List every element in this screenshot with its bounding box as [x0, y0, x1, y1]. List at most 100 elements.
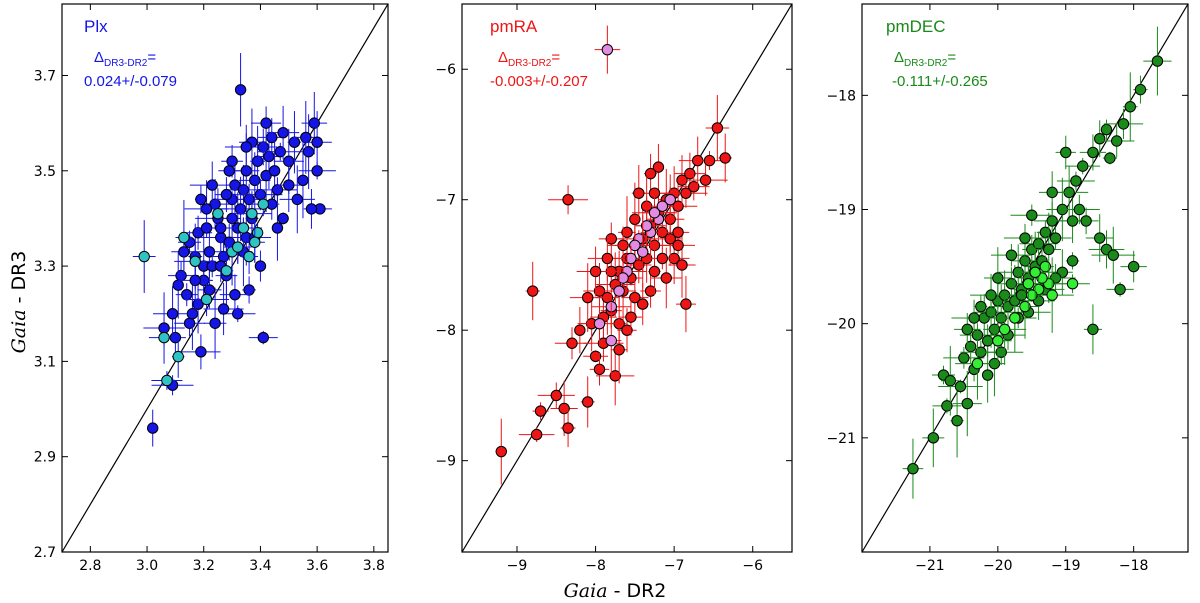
data-point [1080, 215, 1092, 227]
y-tick-label: −21 [826, 431, 856, 447]
data-point [243, 284, 255, 296]
panel-delta-value: 0.024+/-0.079 [84, 73, 177, 90]
delta-equals: = [551, 49, 560, 66]
data-point [1073, 203, 1086, 216]
y-tick-label: −7 [435, 193, 456, 209]
highlight-point [220, 265, 233, 277]
data-point [271, 184, 284, 196]
data-point [1066, 255, 1079, 267]
plot-area [862, 4, 1188, 552]
data-point [964, 340, 977, 353]
delta-subscript: DR3-DR2 [904, 58, 948, 69]
y-tick-label: −20 [826, 317, 856, 333]
highlight-point [637, 246, 649, 258]
data-point [703, 154, 716, 167]
data-point [172, 279, 184, 291]
data-point [644, 167, 657, 180]
highlight-point [605, 334, 617, 347]
data-point [648, 265, 661, 278]
data-point [311, 136, 323, 148]
highlight-point [648, 207, 661, 219]
panel-delta-value: -0.111+/-0.265 [892, 73, 988, 90]
data-point [621, 226, 633, 239]
highlight-point [189, 255, 201, 268]
data-point [260, 117, 272, 129]
data-point [277, 212, 289, 225]
panel-title: pmDEC [886, 17, 946, 36]
panel-plx: 2.8 3.0 3.2 3.4 3.6 3.8 2.7 2.9 3.1 3.3 3.5 3.7 Plx Δ… [34, 3, 389, 574]
data-point [291, 193, 303, 206]
data-point [203, 284, 216, 296]
data-point [1039, 226, 1052, 239]
data-point [944, 375, 956, 387]
data-point [652, 161, 665, 173]
data-point [562, 194, 574, 206]
panel-delta-label: ΔDR3-DR2= [94, 49, 156, 69]
data-point [175, 269, 187, 282]
highlight-point [640, 220, 653, 232]
data-point [1124, 101, 1136, 113]
data-point [1100, 123, 1113, 136]
data-point [254, 260, 267, 272]
data-point [147, 422, 159, 434]
x-tick-label: −9 [507, 558, 528, 574]
data-point [680, 298, 692, 310]
data-point [676, 259, 688, 271]
data-point [1077, 160, 1089, 172]
data-point [941, 400, 953, 412]
panel-title: Plx [84, 17, 108, 36]
x-tick-label: 3.8 [363, 558, 385, 574]
data-point [277, 126, 289, 139]
data-point [601, 252, 614, 265]
data-point [1060, 146, 1072, 159]
highlight-point [1019, 300, 1031, 313]
highlight-point [617, 272, 629, 284]
highlight-point [178, 231, 190, 244]
highlight-point [992, 335, 1004, 347]
highlight-point [656, 200, 669, 212]
data-point [495, 445, 507, 458]
highlight-point [161, 374, 173, 387]
data-point [1070, 175, 1082, 187]
data-point [1026, 209, 1038, 221]
data-point [1110, 135, 1123, 147]
data-point [562, 422, 574, 434]
data-point [951, 415, 963, 427]
data-point [684, 167, 696, 180]
data-point [1043, 243, 1055, 256]
data-point [217, 303, 230, 315]
data-point [249, 174, 261, 187]
data-point [1087, 146, 1099, 159]
y-axis-title: Gaia - DR3 [8, 251, 30, 354]
data-point [629, 213, 641, 225]
data-point [200, 203, 213, 215]
panel-title: pmRA [490, 17, 538, 36]
delta-equals: = [947, 49, 956, 66]
data-point [609, 370, 621, 382]
highlight-point [1026, 289, 1038, 301]
data-point [907, 462, 919, 475]
x-axis-title-italic: Gaia [564, 580, 608, 602]
data-point [220, 188, 233, 201]
data-point [968, 312, 980, 324]
data-point [1063, 186, 1075, 199]
data-point [266, 131, 278, 144]
data-point [300, 131, 312, 144]
data-point [958, 352, 970, 364]
data-point [534, 405, 547, 417]
delta-subscript: DR3-DR2 [104, 58, 148, 69]
data-point [263, 150, 275, 163]
data-point [240, 141, 252, 153]
data-point [582, 396, 594, 408]
data-point [566, 337, 578, 349]
delta-subscript: DR3-DR2 [508, 58, 552, 69]
data-point [1019, 232, 1031, 244]
y-tick-label: −6 [435, 62, 456, 78]
highlight-point [138, 250, 150, 263]
data-point [574, 324, 586, 336]
data-point [1151, 55, 1164, 67]
data-point [975, 300, 987, 313]
highlight-point [1066, 278, 1079, 290]
data-point [209, 317, 221, 329]
